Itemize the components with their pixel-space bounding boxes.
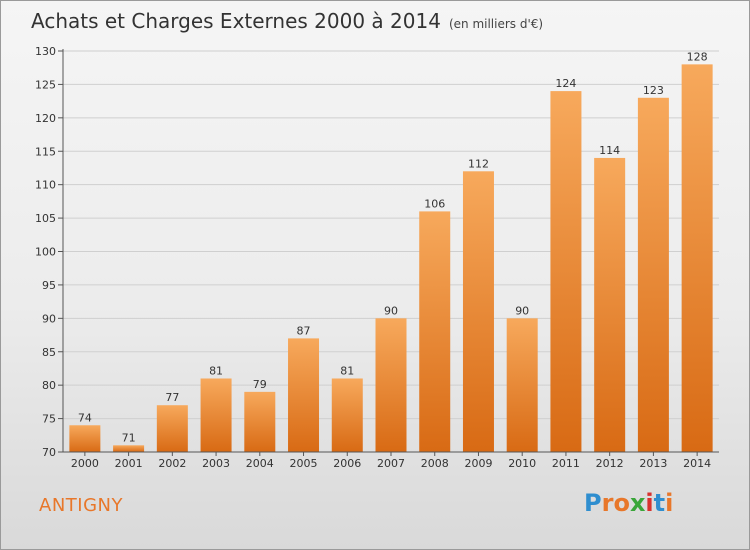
y-tick-label: 110 [35,179,56,192]
x-tick-label: 2014 [683,457,711,470]
bar [375,318,407,452]
data-label: 74 [78,411,92,424]
y-tick-label: 120 [35,112,56,125]
data-label: 106 [424,197,445,210]
bars [69,64,713,453]
x-tick-label: 2001 [115,457,143,470]
bar [156,405,188,452]
x-tick-label: 2000 [71,457,99,470]
x-tick-label: 2011 [552,457,580,470]
y-tick-label: 70 [42,446,56,459]
data-label: 114 [599,144,620,157]
bar [331,378,363,452]
bar [69,425,101,452]
y-tick-label: 85 [42,346,56,359]
data-labels: 74 71 77 81 79 87 81 90 106 112 90 124 114 123 128 [78,50,708,444]
y-tick-label: 130 [35,45,56,58]
data-label: 81 [209,364,223,377]
bar [200,378,232,452]
data-label: 90 [384,304,398,317]
bar [681,64,713,452]
bar [594,157,626,452]
chart-subtitle: (en milliers d'€) [448,17,544,31]
x-tick-label: 2009 [464,457,492,470]
y-tick-label: 115 [35,145,56,158]
data-label: 87 [297,324,311,337]
bar [550,91,582,452]
x-tick-label: 2005 [290,457,318,470]
y-tick-label: 105 [35,212,56,225]
x-tick-label: 2006 [333,457,361,470]
bar [288,338,320,452]
y-tick-label: 75 [42,413,56,426]
data-label: 81 [340,364,354,377]
bar [113,445,145,452]
chart-title: Achats et Charges Externes 2000 à 2014 (e… [31,9,543,33]
axes: 70 75 80 85 90 95 100 105 110 115 120 125 130 2000 200… [35,45,719,470]
y-tick-label: 125 [35,78,56,91]
y-tick-label: 100 [35,246,56,259]
data-label: 128 [687,50,708,63]
y-tick-label: 80 [42,379,56,392]
x-tick-label: 2003 [202,457,230,470]
x-tick-label: 2007 [377,457,405,470]
data-label: 90 [515,304,529,317]
bar [419,211,451,452]
data-label: 123 [643,84,664,97]
bar [244,391,276,452]
y-tick-label: 95 [42,279,56,292]
bar [637,97,669,453]
x-tick-label: 2004 [246,457,274,470]
proxiti-logo: Proxiti [584,489,674,517]
bar [462,171,494,453]
x-tick-label: 2008 [421,457,449,470]
data-label: 112 [468,157,489,170]
data-label: 79 [253,378,267,391]
y-tick-label: 90 [42,312,56,325]
title-text: Achats et Charges Externes 2000 à 2014 [31,9,441,33]
x-tick-label: 2012 [596,457,624,470]
data-label: 124 [555,77,576,90]
data-label: 71 [122,431,136,444]
x-tick-label: 2013 [639,457,667,470]
bar [506,318,538,452]
data-label: 77 [165,391,179,404]
x-tick-label: 2010 [508,457,536,470]
commune-name: ANTIGNY [39,495,123,516]
x-tick-label: 2002 [158,457,186,470]
